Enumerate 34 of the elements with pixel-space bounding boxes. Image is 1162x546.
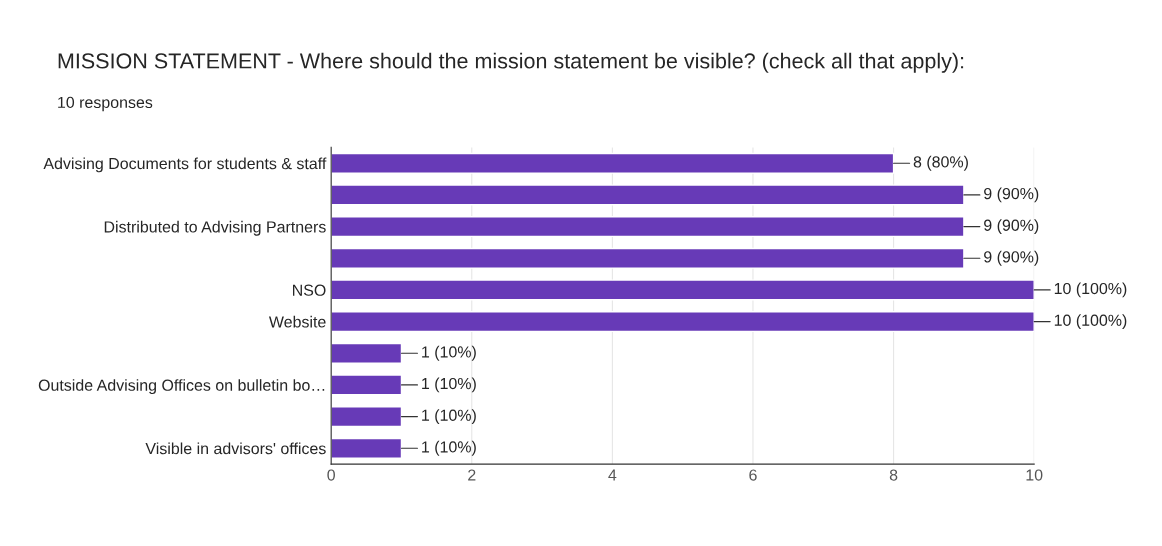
- y-tick-label: Outside Advising Offices on bulletin bo…: [38, 379, 325, 395]
- bar: [331, 374, 403, 396]
- data-label: 10 (100%): [1054, 282, 1127, 298]
- text: 10 responses: [58, 96, 153, 112]
- y-tick-label: Website: [268, 315, 326, 328]
- bar: [331, 152, 895, 174]
- data-label: 1 (10%): [422, 440, 476, 456]
- y-tick-label: NSO: [293, 284, 326, 296]
- y-tick-label: Distributed to Advising Partners: [104, 220, 326, 236]
- chart-title: MISSION STATEMENT - Where should the mission statement be visible? (check all that apply):: [58, 52, 964, 73]
- bar: [331, 216, 965, 238]
- data-label: 1 (10%): [422, 377, 476, 393]
- y-tick-label: Advising Documents for students & staff: [43, 157, 327, 173]
- x-tick-label: 2: [468, 469, 476, 481]
- data-label: 1 (10%): [422, 345, 476, 361]
- bar: [331, 342, 403, 364]
- bar: [331, 279, 1035, 301]
- data-label: 1 (10%): [422, 409, 476, 425]
- bar: [331, 437, 403, 459]
- y-tick-label: Visible in advisors' offices: [145, 442, 326, 455]
- x-tick-label: 10: [1026, 469, 1043, 481]
- bar: [331, 311, 1035, 333]
- data-label: 9 (90%): [984, 250, 1039, 266]
- x-tick-label: 4: [608, 469, 617, 481]
- x-tick-label: 0: [327, 469, 335, 481]
- data-label: 10 (100%): [1054, 314, 1127, 330]
- bar: [331, 247, 965, 269]
- data-label: 9 (90%): [984, 187, 1039, 203]
- x-tick-label: 6: [749, 469, 757, 481]
- bar: [331, 406, 403, 428]
- data-label: 9 (90%): [984, 219, 1039, 235]
- x-tick-label: 8: [889, 469, 898, 481]
- bar: [331, 184, 965, 206]
- data-label: 8 (80%): [913, 155, 968, 171]
